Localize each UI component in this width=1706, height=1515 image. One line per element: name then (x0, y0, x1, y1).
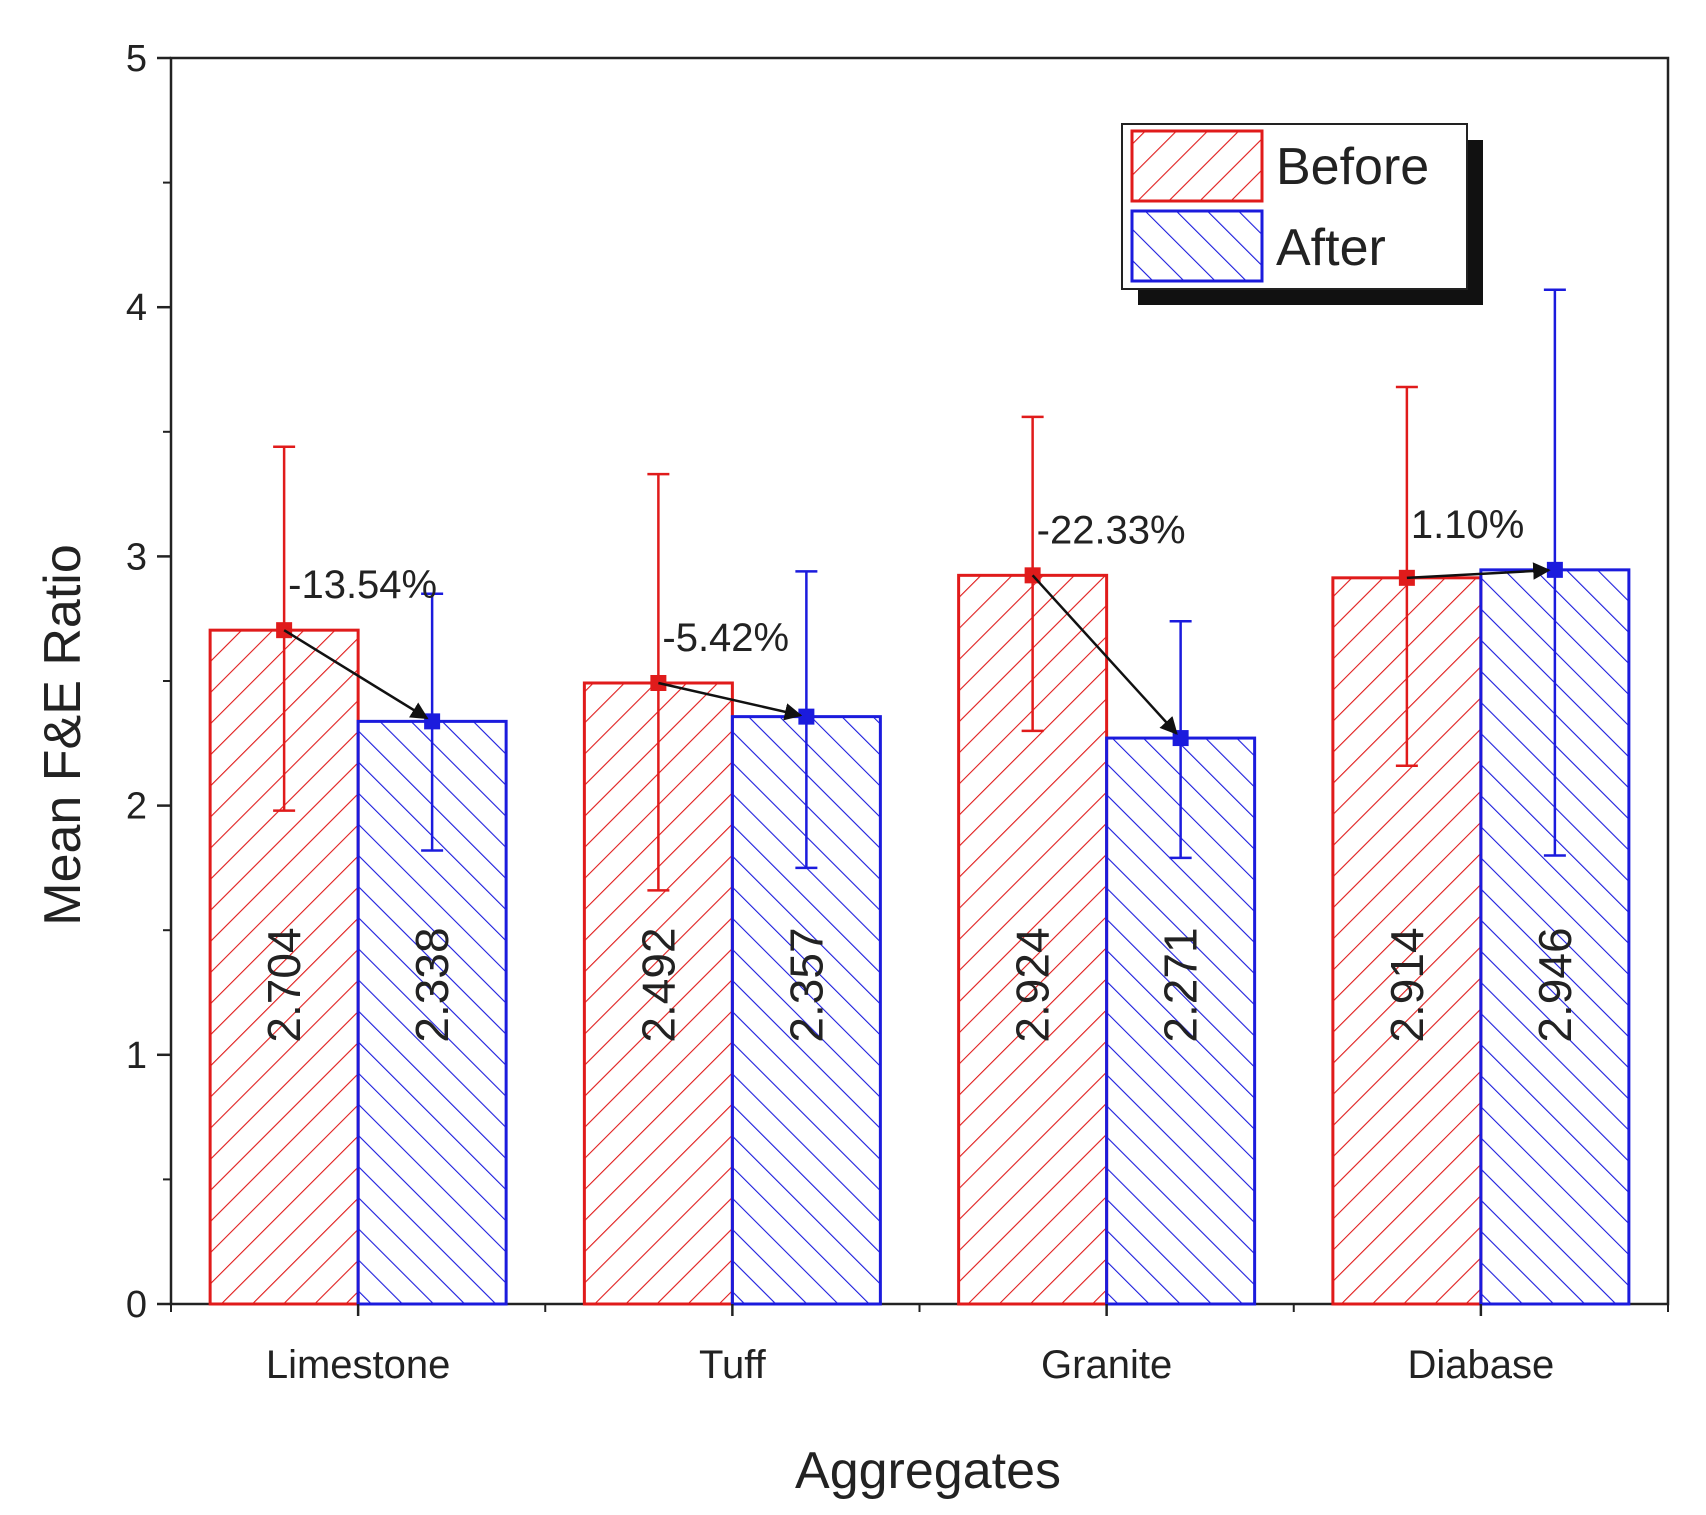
error-bars-layer (273, 288, 1566, 892)
value-label: 2.271 (1155, 927, 1207, 1042)
change-arrow (1031, 574, 1178, 735)
x-tick-label: Granite (1041, 1343, 1172, 1387)
value-label: 2.914 (1381, 927, 1433, 1042)
value-label: 2.357 (780, 927, 832, 1042)
y-tick-label: 4 (126, 287, 147, 329)
change-arrow (658, 681, 803, 721)
value-label: 2.338 (406, 927, 458, 1042)
change-arrows-layer: -13.54% -5.42% -22.33% 1.10% (283, 503, 1551, 735)
bar-before-granite (957, 573, 1109, 1306)
legend-label-before: Before (1276, 138, 1429, 196)
y-axis: 0 1 2 3 4 5 (126, 38, 171, 1326)
y-tick-label: 0 (126, 1284, 147, 1326)
legend-swatch-before (1130, 129, 1264, 203)
y-axis-title: Mean F&E Ratio (34, 544, 92, 926)
x-tick-label: Limestone (266, 1343, 451, 1387)
change-arrow (1406, 562, 1551, 580)
y-tick-label: 5 (126, 38, 147, 80)
value-label: 2.946 (1529, 927, 1581, 1042)
change-label: -13.54% (288, 563, 437, 607)
y-tick-label: 2 (126, 786, 147, 828)
x-tick-label: Diabase (1407, 1343, 1554, 1387)
mean-marker (798, 708, 815, 725)
value-labels-layer: 2.704 2.338 2.492 2.357 2.924 2.271 2.914 2.946 (258, 927, 1581, 1042)
legend-label-after: After (1276, 219, 1386, 277)
y-tick-label: 1 (126, 1035, 147, 1077)
value-label: 2.924 (1007, 927, 1059, 1042)
change-arrow (283, 629, 429, 720)
change-label: -22.33% (1037, 508, 1186, 552)
mean-marker (1546, 561, 1563, 578)
x-axis: Limestone Tuff Granite Diabase (170, 1304, 1669, 1387)
legend: Before After (1121, 123, 1483, 305)
change-label: 1.10% (1411, 503, 1524, 547)
y-tick-label: 3 (126, 536, 147, 578)
value-label: 2.492 (632, 927, 684, 1042)
mean-marker (424, 713, 441, 730)
value-label: 2.704 (258, 927, 310, 1042)
x-axis-title: Aggregates (795, 1442, 1061, 1500)
change-label: -5.42% (662, 616, 789, 660)
x-tick-label: Tuff (699, 1343, 767, 1387)
legend-swatch-after (1130, 209, 1264, 283)
